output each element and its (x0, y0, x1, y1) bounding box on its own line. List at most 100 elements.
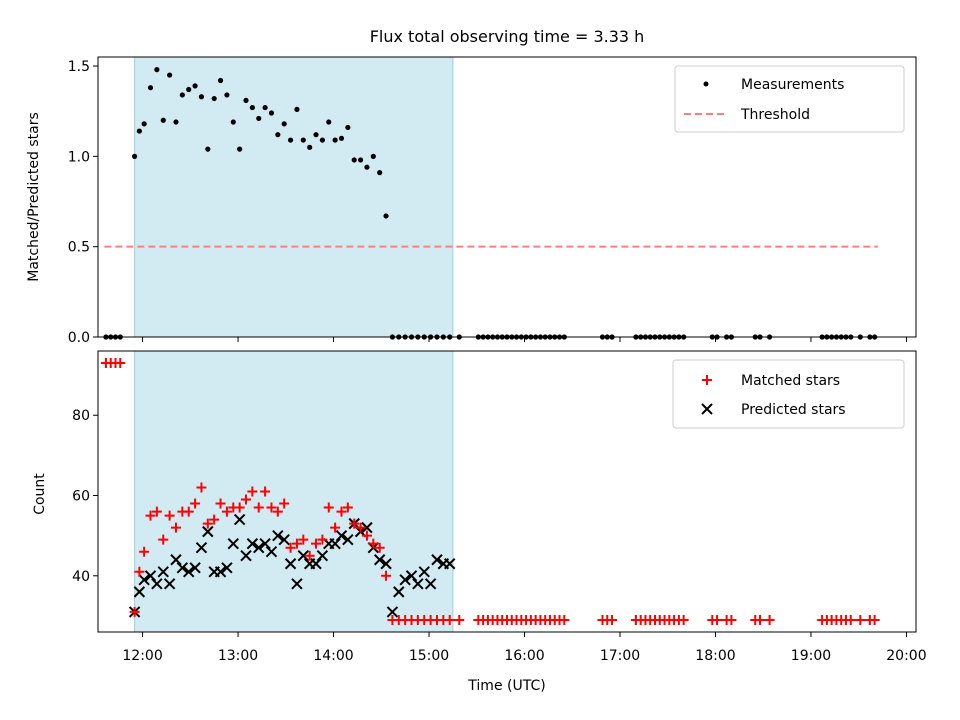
predicted-stars-point (170, 554, 182, 566)
measurement-point (326, 119, 332, 125)
predicted-stars-point (259, 537, 271, 550)
predicted-stars-point (176, 562, 189, 574)
matched-stars-point (260, 486, 271, 497)
matched-stars-point (368, 538, 379, 549)
predicted-stars-point (361, 521, 373, 534)
measurement-point (287, 137, 294, 143)
measurement-point (211, 95, 217, 102)
legend-threshold-label: Threshold (740, 107, 810, 123)
count-legend: Matched stars Predicted stars (672, 359, 905, 429)
matched-stars-point (134, 566, 145, 577)
measurement-point (243, 97, 249, 103)
predicted-stars-point (380, 558, 392, 570)
predicted-stars-point (163, 578, 176, 590)
matched-stars-point (253, 502, 264, 513)
ratio-legend: Measurements Threshold (674, 65, 905, 133)
predicted-stars-point (399, 574, 411, 586)
measurement-point (383, 213, 389, 219)
predicted-stars-point (393, 586, 405, 598)
predicted-stars-point (316, 550, 329, 562)
predicted-stars-point (278, 533, 290, 546)
measurement-point (256, 115, 262, 122)
matched-stars-point (726, 614, 737, 625)
matched-stars-point (374, 542, 385, 553)
matched-stars-point (764, 614, 775, 625)
ratio-ylabel: Matched/Predicted stars (26, 112, 42, 282)
count-xtick-label: 18:00 (695, 648, 735, 664)
measurement-point (179, 92, 185, 98)
measurement-point (141, 121, 147, 127)
matched-stars-point (183, 506, 194, 517)
matched-stars-point (196, 482, 207, 493)
matched-stars-point (115, 358, 126, 369)
count-xtick-label: 12:00 (122, 648, 162, 664)
matched-stars-point (170, 522, 181, 533)
matched-stars-point (202, 518, 213, 529)
measurement-point (307, 144, 313, 150)
count-legend-box (672, 359, 905, 429)
predicted-stars-point (297, 550, 310, 562)
measurement-point (294, 106, 300, 112)
ratio-ytick-label: 0.5 (68, 240, 90, 256)
matched-stars-point (712, 614, 723, 625)
matched-stars-point (311, 538, 322, 549)
measurement-point (351, 157, 357, 163)
measurement-point (160, 117, 166, 123)
measurement-point (370, 153, 376, 159)
ratio-yticks: 0.0 0.5 1.0 1.5 (68, 59, 98, 346)
measurement-point (132, 153, 138, 159)
matched-stars-point (221, 506, 232, 517)
predicted-stars-point (386, 606, 399, 618)
predicted-stars-point (424, 578, 437, 590)
ratio-shaded-region (134, 56, 454, 338)
matched-stars-point (234, 502, 245, 513)
count-ytick-label: 60 (72, 489, 90, 505)
count-ylabel: Count (32, 473, 48, 515)
measurement-point (230, 119, 236, 125)
count-xtick-label: 14:00 (313, 648, 353, 664)
matched-stars-point (454, 614, 465, 625)
measurement-point (217, 77, 224, 84)
measurement-point (300, 137, 306, 143)
count-xtick-label: 13:00 (218, 648, 258, 664)
measurement-point (313, 132, 319, 138)
matched-stars-point (323, 502, 334, 513)
predicted-stars-point (214, 566, 227, 578)
predicted-stars-point (202, 525, 214, 538)
measurement-point (332, 137, 338, 143)
measurement-point (186, 86, 192, 93)
measurement-point (275, 132, 281, 138)
measurement-point (345, 124, 351, 131)
matched-stars-point (381, 570, 392, 581)
matched-stars-point (678, 614, 689, 625)
measurement-point (249, 104, 255, 111)
predicted-stars-point (151, 578, 163, 590)
figure-title: Flux total observing time = 3.33 h (370, 27, 645, 46)
predicted-stars-point (310, 558, 322, 570)
predicted-stars-point (444, 558, 456, 570)
measurement-point (167, 72, 173, 78)
count-ytick-label: 40 (72, 569, 90, 585)
measurement-point (205, 146, 211, 152)
predicted-stars-point (195, 541, 208, 554)
matched-stars-point (129, 606, 140, 617)
matched-stars-point (279, 498, 290, 509)
count-axes-frame (97, 350, 917, 633)
legend-predicted-marker (701, 403, 713, 415)
predicted-stars-point (144, 570, 157, 582)
legend-matched-label: Matched stars (741, 373, 840, 389)
matched-stars-point (869, 614, 880, 625)
predicted-stars-point (329, 537, 341, 550)
count-shaded-region (134, 350, 454, 633)
matched-stars-point (355, 522, 366, 533)
count-xtick-label: 19:00 (791, 648, 831, 664)
predicted-stars-point (272, 529, 284, 542)
matched-stars-point (559, 614, 570, 625)
matched-stars-point (164, 510, 175, 521)
measurement-point (154, 67, 160, 73)
predicted-stars-point (233, 513, 246, 526)
matched-stars-point (298, 534, 309, 545)
matched-stars-point (215, 498, 226, 509)
legend-measurements-marker (703, 81, 709, 87)
measurement-point (338, 135, 345, 141)
